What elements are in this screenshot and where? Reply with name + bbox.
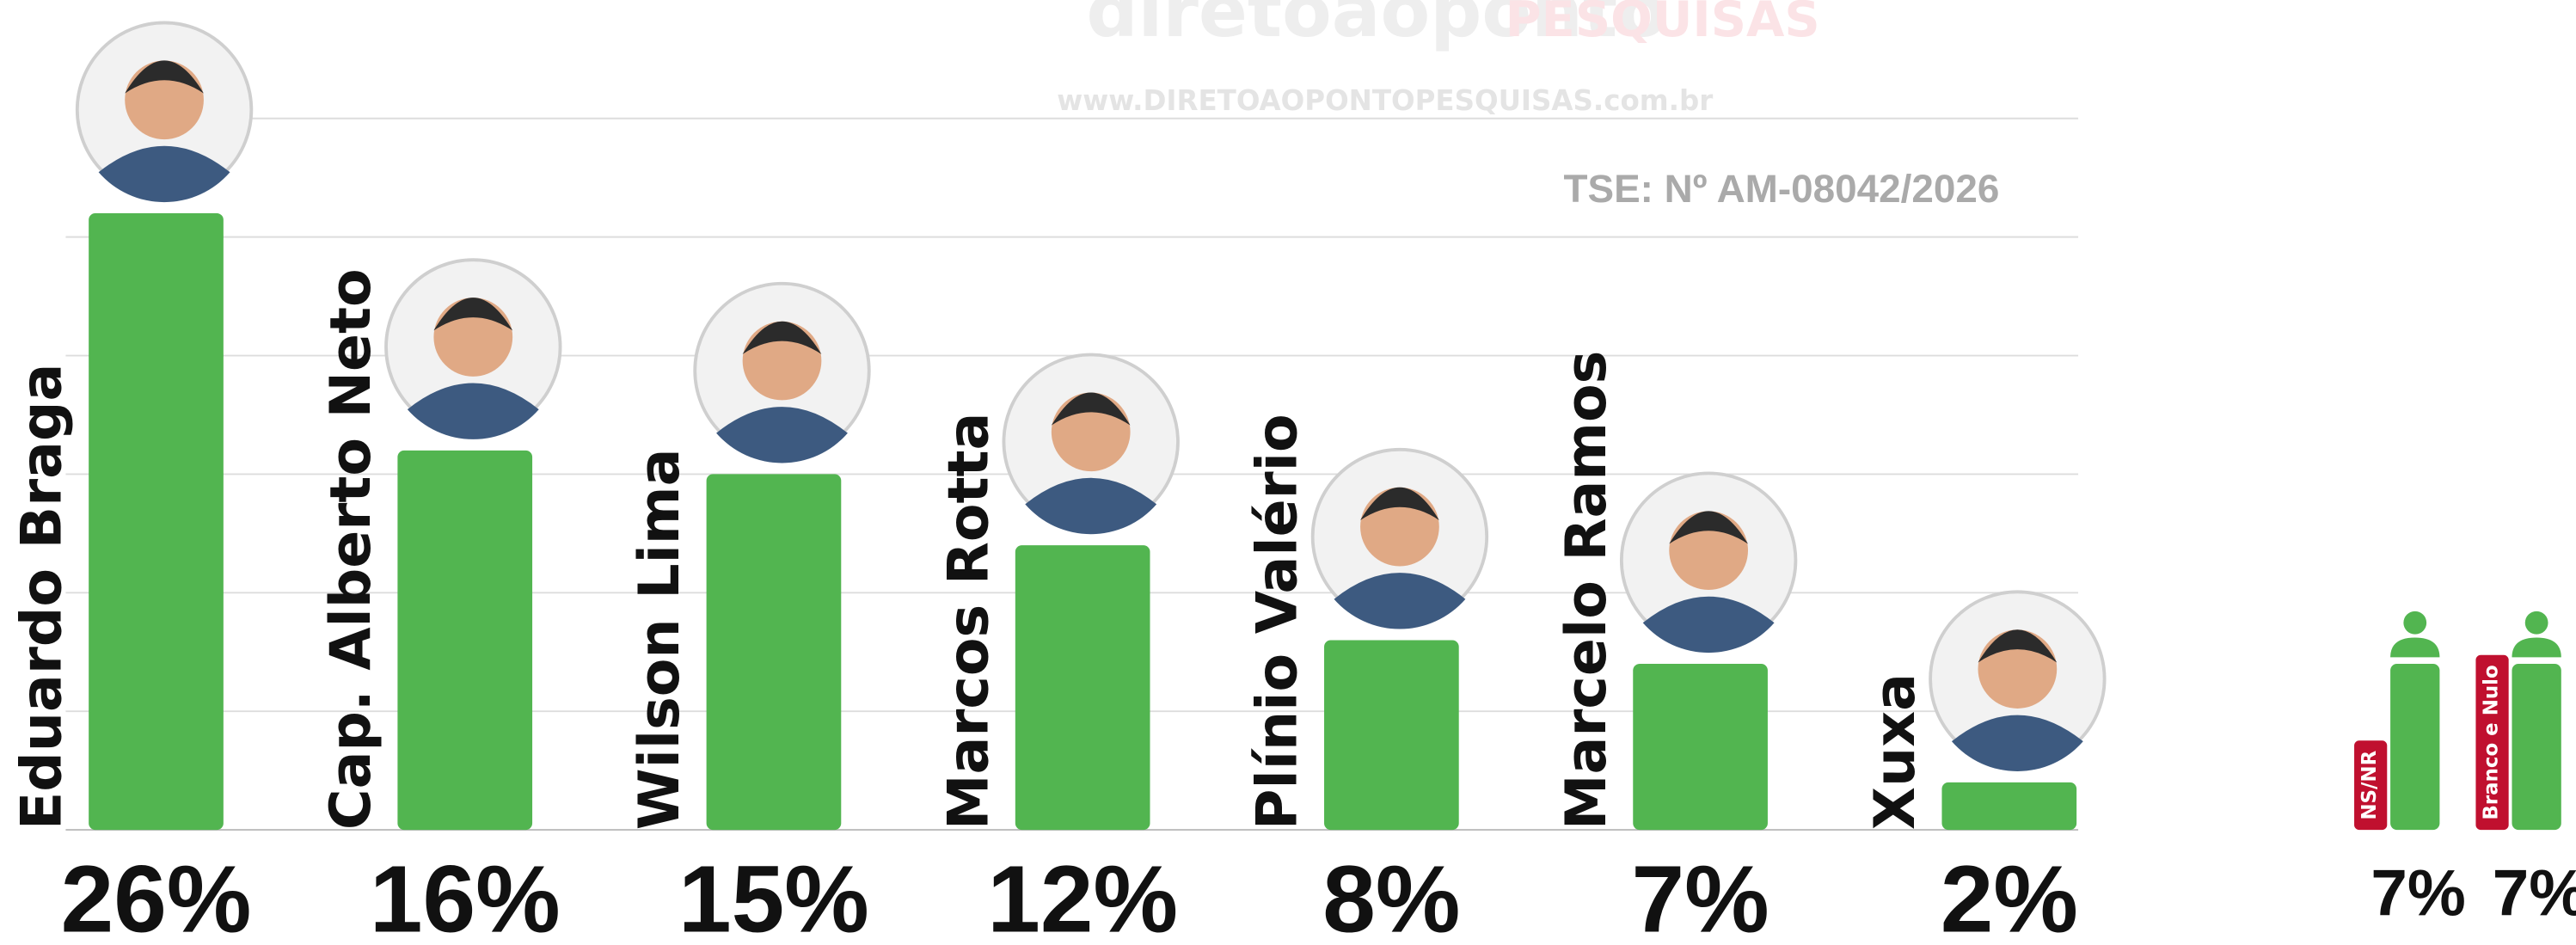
other-name: Branco e Nulo: [2480, 665, 2502, 819]
photo-body: [98, 145, 230, 203]
other-name-bg: [2475, 654, 2509, 831]
candidate-name: Plínio Valério: [1246, 414, 1310, 830]
other-name: NS/NR: [2358, 750, 2381, 819]
candidate-name: Cap. Alberto Neto: [319, 268, 383, 830]
photo-body: [716, 407, 848, 463]
value-label: 7%: [1632, 847, 1769, 945]
value-label: 12%: [987, 847, 1178, 945]
value-label: 16%: [370, 847, 561, 945]
value-label: 15%: [678, 847, 869, 945]
photo-hair: [433, 298, 513, 331]
candidate-name: Marcelo Ramos: [1555, 351, 1619, 830]
bar: [706, 474, 842, 831]
bar: [89, 213, 224, 831]
person-icon-body: [2390, 637, 2440, 658]
photo-body: [1025, 477, 1157, 535]
bar: [397, 450, 533, 831]
person-icon-body: [2512, 637, 2561, 658]
candidate-photo: [1619, 471, 1798, 654]
photo-hair: [742, 321, 822, 354]
watermark: diretoaoponto: [1086, 0, 1667, 53]
registration: TSE: Nº AM-08042/2026: [1564, 166, 2000, 211]
value-label: 8%: [1322, 847, 1460, 945]
photo-hair: [1051, 392, 1131, 426]
photo-hair: [1669, 511, 1748, 544]
person-icon-head: [2524, 611, 2548, 635]
candidate-photo: [1310, 447, 1489, 629]
candidate-photo: [1929, 590, 2107, 771]
value-label: 2%: [1941, 847, 2078, 945]
value-label: 26%: [61, 847, 252, 945]
watermark-suffix: PESQUISAS: [1506, 0, 1820, 48]
other-label: Branco e Nulo: [2475, 654, 2509, 831]
person-icon-head: [2403, 611, 2427, 635]
other-name-bg: [2354, 740, 2388, 831]
other-label: NS/NR: [2354, 740, 2388, 831]
candidate-name: Xuxa: [1863, 673, 1928, 830]
candidate-photo: [1002, 353, 1180, 535]
bar: [1324, 640, 1459, 831]
candidate-name: Eduardo Braga: [10, 364, 75, 830]
value-label: 7%: [2371, 856, 2465, 930]
photo-body: [1334, 573, 1466, 629]
watermark-url: www.DIRETOAOPONTOPESQUISAS.com.br: [1057, 84, 1713, 117]
photo-hair: [1978, 629, 2058, 663]
candidate-photo: [75, 21, 254, 203]
bar: [1633, 664, 1768, 831]
candidate-name: Marcos Rotta: [936, 413, 1001, 830]
photo-body: [1951, 715, 2083, 771]
candidate-name: Wilson Lima: [628, 449, 692, 830]
photo-body: [407, 383, 539, 439]
bar: [2390, 664, 2440, 831]
value-label: 7%: [2493, 856, 2576, 930]
candidate-photo: [693, 281, 871, 463]
bar: [1941, 782, 2077, 831]
photo-hair: [1360, 487, 1439, 520]
photo-hair: [125, 60, 204, 94]
bar: [1015, 545, 1150, 831]
photo-body: [1642, 596, 1775, 654]
bar: [2512, 664, 2561, 831]
candidate-photo: [384, 258, 562, 439]
